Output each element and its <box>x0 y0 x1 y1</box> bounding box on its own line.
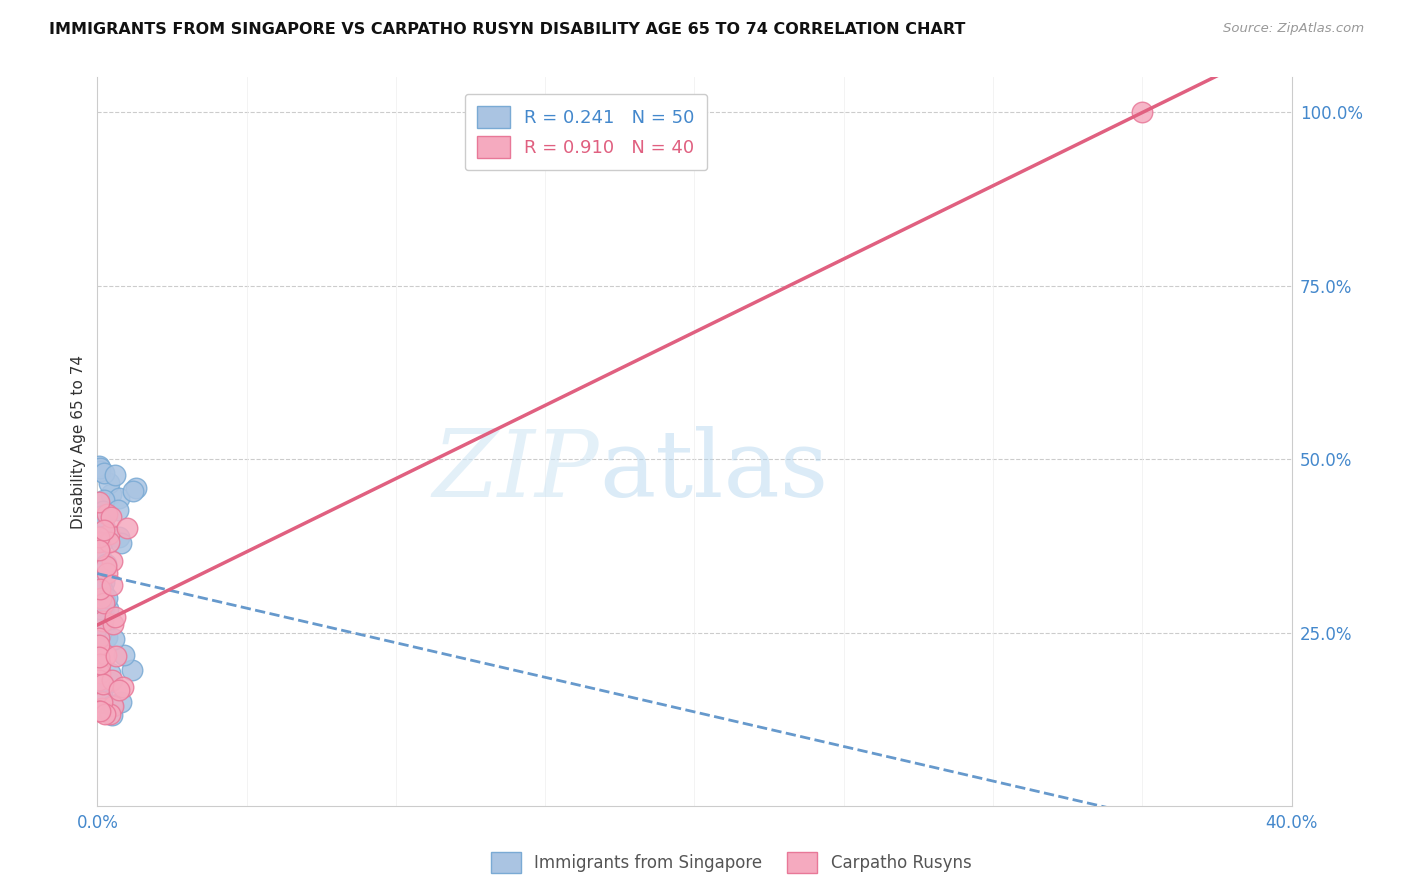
Point <box>93 467 115 481</box>
Point <box>87 530 110 544</box>
Point <box>115 521 138 535</box>
Point <box>87 526 110 541</box>
Point <box>100 554 122 568</box>
Point <box>89 582 111 596</box>
Point <box>100 666 122 681</box>
Point <box>91 590 114 604</box>
Point <box>98 535 121 549</box>
Point <box>100 487 122 501</box>
Point <box>89 666 111 681</box>
Point <box>111 680 134 694</box>
Point <box>89 704 111 718</box>
Point <box>90 509 112 524</box>
Point <box>94 559 117 574</box>
Point <box>89 518 111 533</box>
Point <box>121 663 143 677</box>
Legend: Immigrants from Singapore, Carpatho Rusyns: Immigrants from Singapore, Carpatho Rusy… <box>484 846 979 880</box>
Point <box>108 491 131 505</box>
Point <box>87 588 110 602</box>
Point <box>90 685 112 699</box>
Point <box>93 574 115 589</box>
Point <box>94 706 117 721</box>
Point <box>91 504 114 518</box>
Point <box>101 673 124 688</box>
Text: ZIP: ZIP <box>432 425 599 516</box>
Point <box>91 533 114 548</box>
Point <box>87 638 110 652</box>
Point <box>97 527 120 541</box>
Point <box>87 542 110 557</box>
Point <box>96 566 118 580</box>
Point <box>90 591 112 605</box>
Point <box>104 467 127 482</box>
Point <box>108 682 131 697</box>
Point <box>94 648 117 663</box>
Point <box>108 530 131 544</box>
Point <box>122 483 145 498</box>
Point <box>87 631 110 645</box>
Point <box>101 617 124 632</box>
Point <box>93 596 115 610</box>
Point <box>94 557 117 571</box>
Point <box>103 632 125 646</box>
Point <box>93 492 115 507</box>
Point <box>89 657 111 671</box>
Text: IMMIGRANTS FROM SINGAPORE VS CARPATHO RUSYN DISABILITY AGE 65 TO 74 CORRELATION : IMMIGRANTS FROM SINGAPORE VS CARPATHO RU… <box>49 22 966 37</box>
Point <box>93 523 115 537</box>
Point <box>89 509 111 524</box>
Point <box>90 602 112 616</box>
Point <box>104 610 127 624</box>
Point <box>112 648 135 663</box>
Point <box>87 650 110 665</box>
Point <box>100 509 122 524</box>
Point <box>96 507 118 521</box>
Point <box>87 599 110 614</box>
Point <box>91 676 114 690</box>
Point <box>96 630 118 644</box>
Point <box>105 649 128 664</box>
Point <box>90 673 112 688</box>
Point <box>87 535 110 549</box>
Point <box>101 699 124 714</box>
Point <box>125 481 148 495</box>
Point <box>87 673 110 687</box>
Point <box>87 495 110 509</box>
Point <box>93 518 115 533</box>
Point <box>89 464 111 478</box>
Point <box>101 708 124 723</box>
Legend: R = 0.241   N = 50, R = 0.910   N = 40: R = 0.241 N = 50, R = 0.910 N = 40 <box>464 94 707 170</box>
Point <box>87 630 110 644</box>
Point <box>89 546 111 560</box>
Point <box>110 535 132 549</box>
Point <box>93 600 115 615</box>
Point <box>91 603 114 617</box>
Y-axis label: Disability Age 65 to 74: Disability Age 65 to 74 <box>72 355 86 529</box>
Point <box>87 458 110 473</box>
Point <box>91 695 114 709</box>
Point <box>98 675 121 690</box>
Point <box>89 574 111 589</box>
Point <box>89 461 111 475</box>
Point <box>100 578 122 592</box>
Point <box>96 591 118 605</box>
Point <box>110 695 132 709</box>
Point <box>93 584 115 599</box>
Point <box>107 503 129 517</box>
Point <box>98 707 121 722</box>
Text: atlas: atlas <box>599 425 828 516</box>
Point <box>90 625 112 640</box>
Point <box>101 698 124 713</box>
Point <box>90 574 112 589</box>
Point <box>97 476 120 491</box>
Point <box>91 621 114 635</box>
Point <box>87 704 110 718</box>
Text: Source: ZipAtlas.com: Source: ZipAtlas.com <box>1223 22 1364 36</box>
Point <box>1130 105 1153 120</box>
Point <box>91 614 114 628</box>
Point <box>91 701 114 715</box>
Point <box>94 594 117 608</box>
Point <box>96 602 118 616</box>
